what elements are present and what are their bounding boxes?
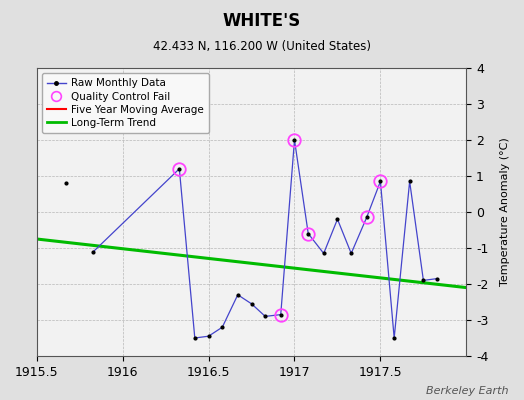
Y-axis label: Temperature Anomaly (°C): Temperature Anomaly (°C) [499,138,509,286]
Text: WHITE'S: WHITE'S [223,12,301,30]
Text: 42.433 N, 116.200 W (United States): 42.433 N, 116.200 W (United States) [153,40,371,53]
Text: Berkeley Earth: Berkeley Earth [426,386,508,396]
Legend: Raw Monthly Data, Quality Control Fail, Five Year Moving Average, Long-Term Tren: Raw Monthly Data, Quality Control Fail, … [42,73,209,133]
